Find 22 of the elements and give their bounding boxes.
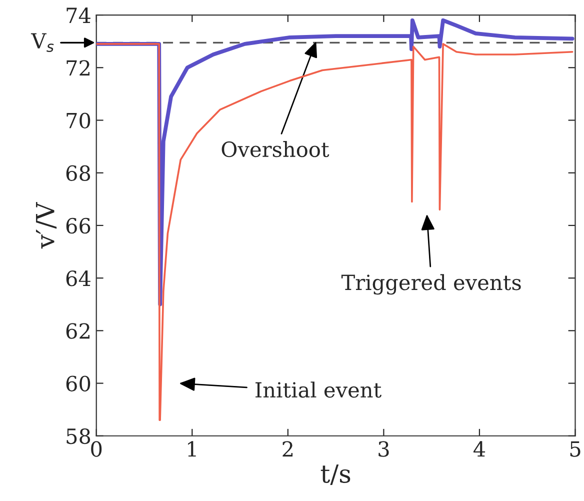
x-axis-title: t/s	[320, 464, 350, 485]
x-tick-label: 0	[91, 441, 102, 457]
annotation: Initial event	[256, 382, 382, 398]
x-tick-label: 1	[188, 441, 196, 457]
annotation: Triggered events	[341, 274, 521, 295]
y-tick-label: 66	[66, 218, 90, 234]
annotation: Overshoot	[222, 141, 330, 158]
x-tick-label: 2	[282, 441, 292, 457]
y-tick-label: 72	[66, 60, 90, 76]
x-tick-label: 3	[378, 441, 389, 457]
x-tick-label: 5	[570, 441, 580, 457]
y-tick-label: 70	[66, 112, 90, 128]
y-tick-label: 58	[66, 428, 90, 444]
y-tick-label: 64	[66, 270, 90, 286]
ref-line-label: V$_{s}$	[30, 33, 54, 52]
y-tick-label: 62	[66, 323, 90, 339]
y-tick-label: 74	[66, 7, 90, 23]
y-tick-label: 68	[66, 165, 90, 182]
y-tick-label: 60	[66, 376, 90, 392]
line-series	[96, 43, 574, 421]
x-tick-label: 4	[473, 441, 486, 457]
y-axis-title: v′/V	[36, 202, 57, 249]
